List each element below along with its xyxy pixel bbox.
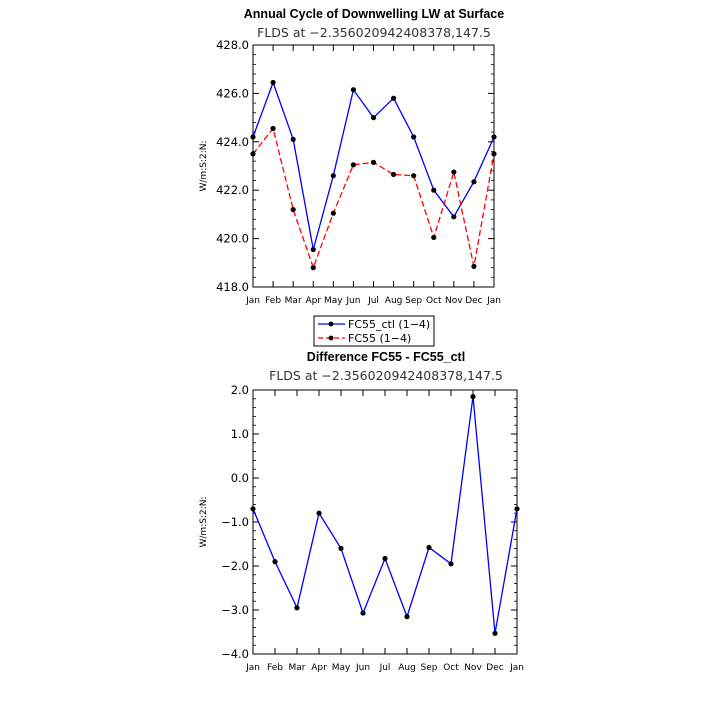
x-tick-label: Aug	[385, 296, 403, 306]
data-point	[491, 134, 497, 140]
y-axis-label: W/m:S:2:N:	[199, 141, 209, 192]
x-tick-label: Aug	[398, 663, 416, 673]
x-tick-label: Jul	[379, 663, 391, 673]
data-point	[270, 79, 276, 86]
x-tick-label: Apr	[311, 663, 327, 673]
data-point	[448, 561, 454, 567]
data-point	[491, 151, 497, 157]
data-point	[411, 173, 417, 179]
data-point	[316, 510, 322, 516]
data-point	[350, 162, 357, 168]
x-tick-label: Apr	[305, 296, 321, 306]
data-point	[360, 610, 366, 616]
data-point	[382, 555, 388, 562]
x-tick-label: Mar	[285, 296, 302, 306]
y-tick-label: 418.0	[216, 280, 249, 294]
data-point	[451, 214, 457, 220]
x-tick-label: Dec	[486, 663, 503, 673]
data-point	[250, 151, 256, 157]
x-tick-label: Jul	[367, 296, 379, 306]
series-line-1	[252, 127, 495, 270]
data-point	[330, 173, 336, 179]
y-tick-label: 426.0	[216, 86, 249, 100]
data-point	[431, 234, 437, 240]
data-point	[370, 159, 377, 165]
data-point	[250, 134, 256, 140]
plot-frame	[252, 44, 495, 288]
data-point	[370, 115, 377, 121]
data-point	[470, 394, 476, 400]
x-tick-label: Dec	[465, 296, 482, 306]
legend-label-fc55: FC55 (1−4)	[348, 332, 411, 345]
data-point	[270, 125, 276, 132]
y-tick-label: −2.0	[221, 559, 249, 573]
data-point	[250, 506, 256, 512]
series-line-0	[252, 80, 495, 250]
y-tick-label: 2.0	[231, 383, 249, 397]
y-tick-label: 0.0	[231, 471, 249, 485]
x-tick-label: Oct	[443, 663, 459, 673]
x-tick-label: Jun	[355, 663, 370, 673]
y-tick-label: 428.0	[216, 38, 249, 52]
data-point	[338, 545, 344, 552]
x-tick-label: Jan	[486, 296, 501, 306]
data-point	[492, 630, 498, 636]
data-point	[290, 206, 296, 213]
data-point	[426, 544, 432, 551]
x-tick-label: Oct	[426, 296, 442, 306]
data-point	[350, 87, 357, 93]
data-point	[272, 559, 278, 565]
data-point	[471, 263, 477, 270]
data-point	[514, 506, 520, 512]
data-point	[290, 136, 296, 142]
x-tick-label: Jun	[345, 296, 360, 306]
legend: FC55_ctl (1−4) FC55 (1−4)	[313, 315, 435, 347]
y-tick-label: −1.0	[221, 515, 249, 529]
chart-subtitle: FLDS at −2.356020942408378,147.5	[257, 25, 491, 40]
x-tick-label: Feb	[265, 296, 281, 306]
x-tick-label: Jan	[245, 663, 260, 673]
chart-title: Annual Cycle of Downwelling LW at Surfac…	[244, 7, 504, 21]
x-tick-label: Feb	[267, 663, 283, 673]
data-point	[330, 210, 336, 216]
x-tick-label: Sep	[421, 663, 438, 673]
legend-marker-ctl	[328, 321, 334, 327]
x-tick-label: Mar	[289, 663, 306, 673]
y-tick-label: −3.0	[221, 603, 249, 617]
data-point	[390, 171, 397, 178]
chart-difference: Difference FC55 - FC55_ctl FLDS at −2.35…	[199, 350, 524, 673]
legend-label-ctl: FC55_ctl (1−4)	[348, 318, 430, 331]
x-tick-label: May	[324, 296, 343, 306]
y-tick-label: 420.0	[216, 232, 249, 246]
x-tick-label: Jan	[245, 296, 260, 306]
data-point	[431, 187, 437, 193]
x-tick-label: May	[332, 663, 351, 673]
y-axis-label: W/m:S:2:N:	[199, 497, 209, 548]
chart-subtitle: FLDS at −2.356020942408378,147.5	[269, 368, 503, 383]
x-tick-label: Sep	[405, 296, 422, 306]
x-tick-label: Jan	[509, 663, 524, 673]
legend-marker-fc55	[328, 335, 334, 341]
legend-box	[313, 315, 435, 347]
chart-title: Difference FC55 - FC55_ctl	[307, 350, 465, 364]
y-tick-label: 1.0	[231, 427, 249, 441]
data-point	[411, 134, 417, 140]
data-point	[390, 95, 397, 101]
data-point	[451, 169, 457, 175]
x-tick-label: Nov	[464, 663, 482, 673]
y-tick-label: 422.0	[216, 183, 249, 197]
data-point	[471, 179, 477, 185]
y-tick-label: 424.0	[216, 135, 249, 149]
x-tick-label: Nov	[445, 296, 463, 306]
data-point	[310, 246, 316, 253]
series-line-0	[252, 396, 518, 634]
data-point	[310, 265, 316, 271]
data-point	[294, 605, 300, 611]
plot-frame	[252, 389, 518, 655]
y-tick-label: −4.0	[221, 647, 249, 661]
data-point	[404, 614, 410, 620]
chart-annual-cycle: Annual Cycle of Downwelling LW at Surfac…	[199, 7, 504, 347]
